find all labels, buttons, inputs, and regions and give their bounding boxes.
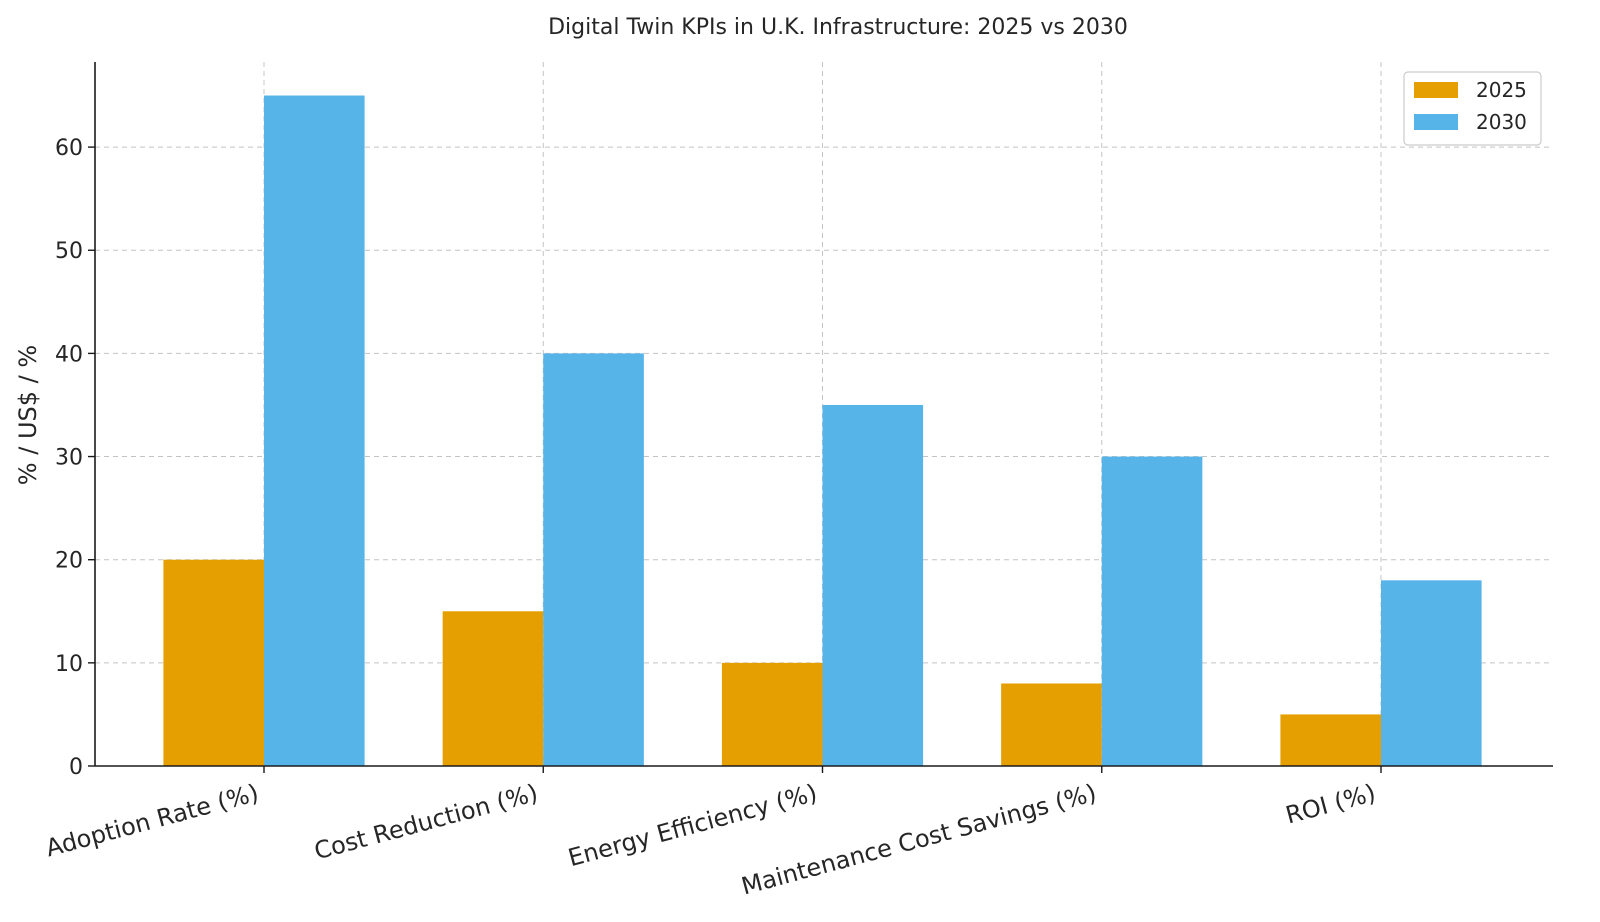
bar-2025-1 xyxy=(442,611,544,766)
legend-label-2030: 2030 xyxy=(1476,110,1527,134)
legend: 2025 2030 xyxy=(1403,71,1542,146)
bars-layer xyxy=(163,95,1482,767)
axes-layer xyxy=(94,62,1553,767)
bar-2030-1 xyxy=(543,353,644,766)
bar-2025-2 xyxy=(721,662,823,766)
y-tick-label: 30 xyxy=(55,446,83,471)
y-axis-label: % / US$ / % xyxy=(14,345,42,485)
x-tick-label: Adoption Rate (%) xyxy=(43,779,262,863)
x-tick-label: ROI (%) xyxy=(1283,779,1379,830)
legend-label-2025: 2025 xyxy=(1476,78,1527,102)
bar-2025-3 xyxy=(1001,683,1102,766)
y-tick-label: 60 xyxy=(55,136,83,161)
y-tick-label: 50 xyxy=(55,239,83,264)
bar-2025-0 xyxy=(163,559,264,766)
y-tick-label: 0 xyxy=(69,755,83,780)
bar-2030-0 xyxy=(264,95,365,767)
y-tick-label: 20 xyxy=(55,549,83,574)
bar-2030-2 xyxy=(822,404,924,766)
legend-swatch-2025 xyxy=(1414,82,1458,98)
legend-swatch-2030 xyxy=(1414,114,1458,130)
x-tick-label: Energy Efficiency (%) xyxy=(565,779,820,872)
bar-2030-3 xyxy=(1101,456,1203,766)
bar-2030-4 xyxy=(1381,580,1482,766)
chart-title: Digital Twin KPIs in U.K. Infrastructure… xyxy=(548,15,1128,40)
y-tick-label: 10 xyxy=(55,652,83,677)
y-tick-label: 40 xyxy=(55,342,83,367)
bar-2025-4 xyxy=(1280,714,1381,766)
x-tick-label: Cost Reduction (%) xyxy=(311,779,541,866)
